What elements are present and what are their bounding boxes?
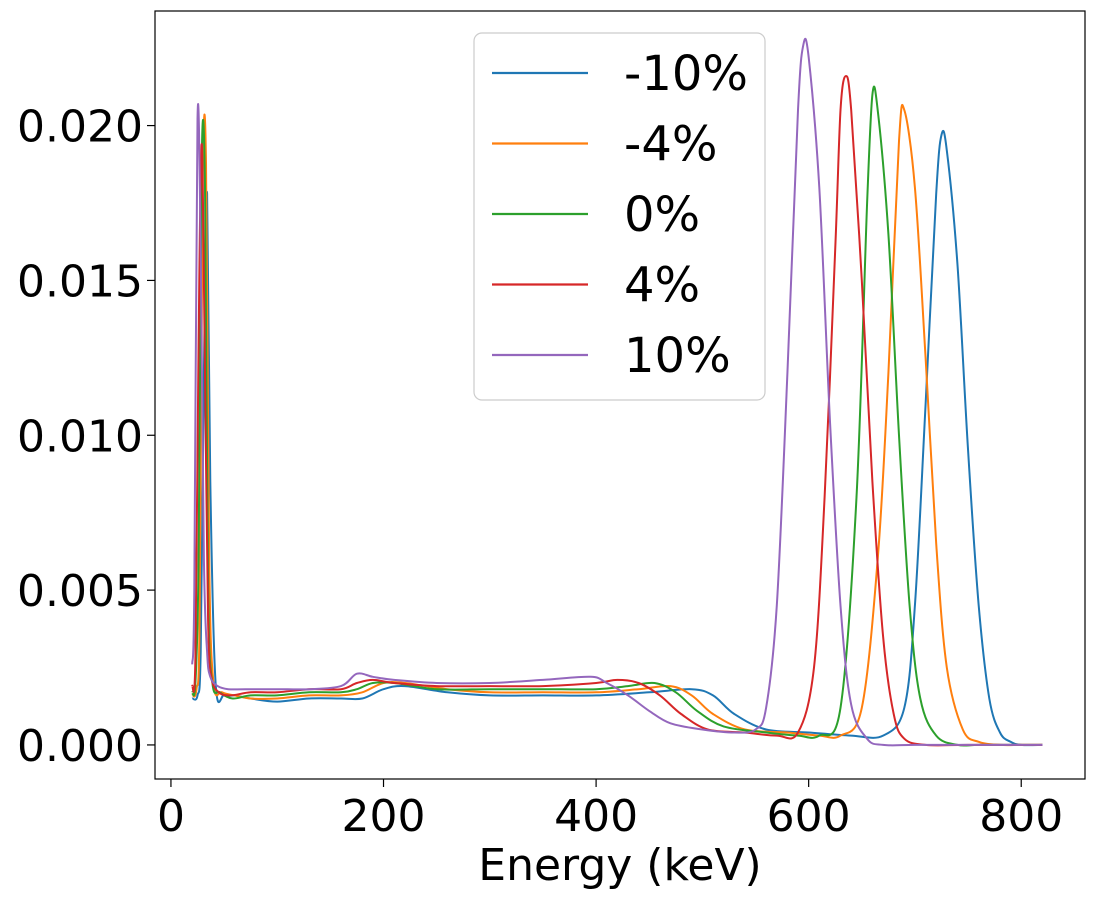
x-tick-label: 800	[979, 791, 1063, 842]
legend: -10% -4% 0% 4% 10%	[473, 32, 766, 401]
y-tick-label: 0.010	[17, 411, 143, 462]
x-tick-label: 400	[554, 791, 638, 842]
y-tick-label: 0.005	[17, 566, 143, 617]
series-line-2	[191, 103, 1043, 747]
x-axis: 0 200 400 600 800	[157, 779, 1063, 842]
x-tick-label: 600	[767, 791, 851, 842]
x-tick-label: 0	[157, 791, 185, 842]
y-axis: 0.000 0.005 0.010 0.015 0.020	[17, 102, 155, 772]
y-tick-label: 0.020	[17, 102, 143, 153]
x-tick-label: 200	[342, 791, 426, 842]
series-line-5	[191, 37, 1043, 747]
series-layer	[191, 37, 1043, 747]
legend-label-5: 10%	[624, 328, 731, 384]
legend-label-3: 0%	[624, 187, 700, 243]
y-tick-label: 0.000	[17, 721, 143, 772]
y-tick-label: 0.015	[17, 256, 143, 307]
legend-label-1: -10%	[624, 46, 748, 102]
legend-label-4: 4%	[624, 258, 700, 314]
legend-frame	[473, 32, 766, 401]
series-line-4	[191, 75, 1043, 747]
x-axis-title: Energy (keV)	[478, 840, 761, 891]
series-line-1	[191, 129, 1043, 747]
legend-label-2: -4%	[624, 117, 717, 173]
